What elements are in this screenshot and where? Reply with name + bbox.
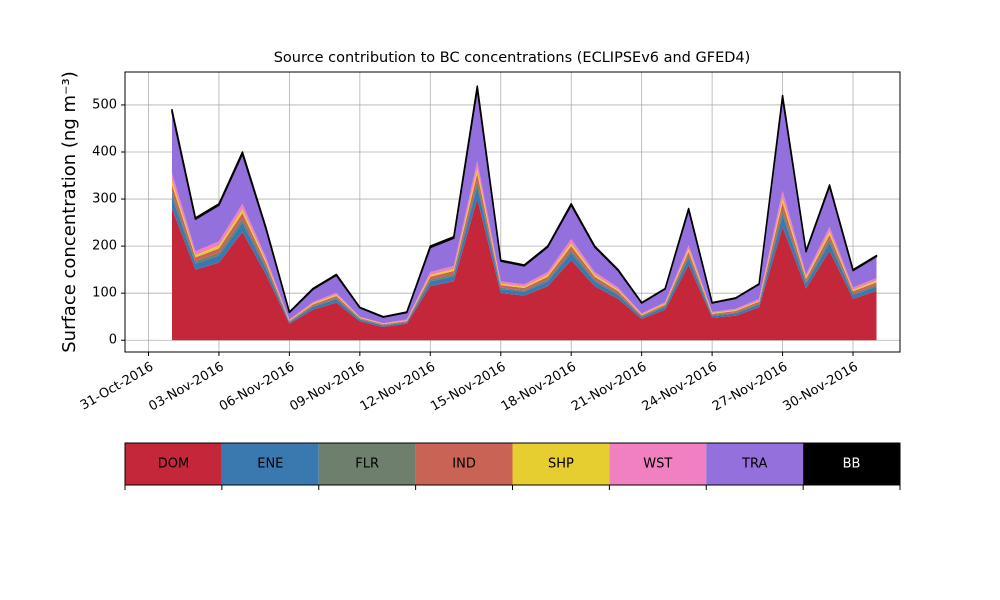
y-tick-label: 200: [92, 239, 117, 254]
x-tick-label: 30-Nov-2016: [781, 360, 861, 415]
legend-swatch: [125, 443, 222, 485]
chart-title: Source contribution to BC concentrations…: [274, 50, 751, 66]
x-tick-label: 03-Nov-2016: [146, 360, 226, 415]
legend-swatch: [609, 443, 707, 485]
x-tick-label: 15-Nov-2016: [428, 360, 508, 415]
x-tick-label: 18-Nov-2016: [499, 360, 579, 415]
area-bb: [171, 85, 878, 318]
y-tick-label: 0: [109, 333, 117, 348]
legend-swatch: [706, 443, 804, 485]
legend-swatch: [512, 443, 610, 485]
legend-label: DOM: [158, 457, 189, 472]
y-axis-label: Surface concentration (ng m⁻³): [59, 71, 80, 353]
legend-swatch: [803, 443, 900, 485]
x-tick-label: 31-Oct-2016: [78, 360, 156, 414]
legend-label: SHP: [548, 457, 574, 472]
legend-label: FLR: [355, 457, 379, 472]
area-dom: [171, 199, 877, 341]
legend-label: WST: [643, 457, 672, 472]
legend-label: BB: [843, 457, 861, 472]
y-tick-label: 400: [92, 145, 117, 160]
legend-label: IND: [452, 457, 476, 472]
plot-frame: [124, 71, 901, 353]
x-tick-label: 27-Nov-2016: [710, 360, 790, 415]
x-tick-label: 12-Nov-2016: [358, 360, 438, 415]
x-tick-label: 09-Nov-2016: [287, 360, 367, 415]
legend-label: ENE: [257, 457, 283, 472]
y-tick-label: 100: [92, 286, 117, 301]
area-tra: [171, 88, 877, 324]
legend-swatch: [318, 443, 416, 485]
x-tick-label: 06-Nov-2016: [217, 360, 297, 415]
legend-swatch: [221, 443, 319, 485]
y-tick-label: 500: [92, 97, 117, 112]
x-tick-label: 21-Nov-2016: [569, 360, 649, 415]
x-tick-label: 24-Nov-2016: [640, 360, 720, 415]
y-tick-label: 300: [92, 192, 117, 207]
legend-swatch: [415, 443, 513, 485]
legend-label: TRA: [741, 457, 767, 472]
